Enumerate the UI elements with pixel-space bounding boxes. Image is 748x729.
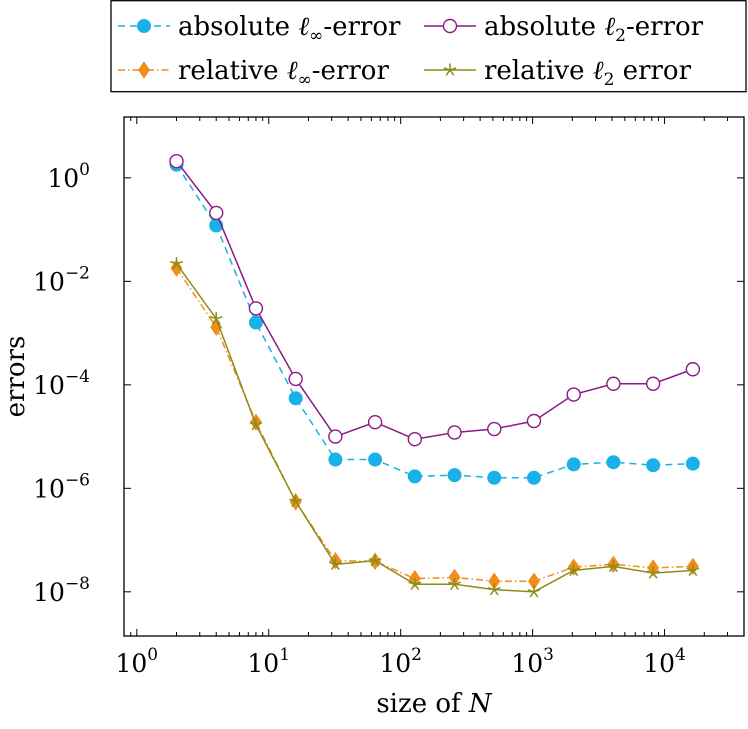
legend-item: absolute ℓ∞-error <box>118 12 401 46</box>
data-point <box>646 458 661 473</box>
data-point <box>526 470 541 485</box>
axes: 100 101 102 103 104 100 10−2 10−4 10−6 10−8 <box>33 116 745 678</box>
data-point <box>248 301 264 316</box>
data-point <box>447 468 462 483</box>
y-tick-label: 10−8 <box>33 574 90 607</box>
data-point <box>607 559 620 573</box>
legend-label: relative ℓ2 error <box>484 56 692 90</box>
data-point <box>487 583 501 596</box>
legend-marker <box>138 61 150 79</box>
legend-label: absolute ℓ∞-error <box>178 12 401 46</box>
data-point <box>487 421 502 437</box>
legend-item: relative ℓ2 error <box>424 56 692 90</box>
legend-marker <box>137 19 151 33</box>
data-point <box>566 387 581 402</box>
x-tick-label: 103 <box>511 645 554 678</box>
data-point <box>407 469 422 484</box>
data-point <box>447 425 462 440</box>
data-point <box>169 153 184 169</box>
data-point <box>408 577 422 590</box>
y-tick-label: 10−6 <box>33 470 90 503</box>
plot-frame <box>123 116 745 637</box>
data-point <box>686 563 700 577</box>
x-tick-label: 104 <box>643 645 686 678</box>
data-point <box>606 455 621 470</box>
y-tick-label: 10−2 <box>33 263 90 296</box>
data-point <box>448 577 461 590</box>
data-point <box>685 456 700 471</box>
data-point <box>328 557 342 571</box>
x-tick-label: 101 <box>247 645 290 678</box>
data-point <box>170 257 183 270</box>
legend-item: relative ℓ∞-error <box>118 56 389 90</box>
x-tick-label: 102 <box>379 645 422 678</box>
data-point <box>288 391 303 406</box>
data-point <box>209 205 224 221</box>
y-tick-label: 10−4 <box>33 367 90 400</box>
data-point <box>248 315 263 330</box>
data-point <box>328 429 343 444</box>
data-point <box>646 566 660 579</box>
data-point <box>487 470 502 485</box>
data-point <box>566 457 581 472</box>
data-point <box>170 259 183 277</box>
series-line <box>175 160 694 440</box>
data-point <box>685 362 701 377</box>
data-point <box>249 418 263 431</box>
legend-label: absolute ℓ2-error <box>484 12 704 46</box>
data-point <box>209 312 223 325</box>
data-point <box>527 585 541 598</box>
data-point <box>407 432 423 447</box>
data-point <box>288 371 303 387</box>
legend-item: absolute ℓ2-error <box>424 12 704 46</box>
legend-box <box>110 0 747 93</box>
x-tick-label: 100 <box>115 645 158 678</box>
data-point <box>567 563 581 577</box>
data-point <box>606 376 621 391</box>
data-point <box>645 376 661 391</box>
y-tick-label: 100 <box>47 160 90 193</box>
data-point <box>328 452 343 467</box>
data-point <box>526 413 542 429</box>
data-point <box>367 414 383 430</box>
plot-area <box>169 153 701 598</box>
x-axis-label: size of N <box>376 689 493 719</box>
legend: absolute ℓ∞-error absolute ℓ2-error relati… <box>110 0 747 93</box>
series-4 <box>170 257 700 598</box>
data-point <box>368 554 382 567</box>
series-line <box>175 267 693 582</box>
series-line <box>175 263 693 593</box>
series-2 <box>169 153 701 447</box>
legend-label: relative ℓ∞-error <box>178 56 389 90</box>
data-point <box>289 494 303 508</box>
legend-marker <box>442 18 458 34</box>
y-axis-label: errors <box>1 336 31 418</box>
series-1 <box>169 157 700 485</box>
legend-marker <box>443 63 457 76</box>
data-point <box>368 452 383 467</box>
